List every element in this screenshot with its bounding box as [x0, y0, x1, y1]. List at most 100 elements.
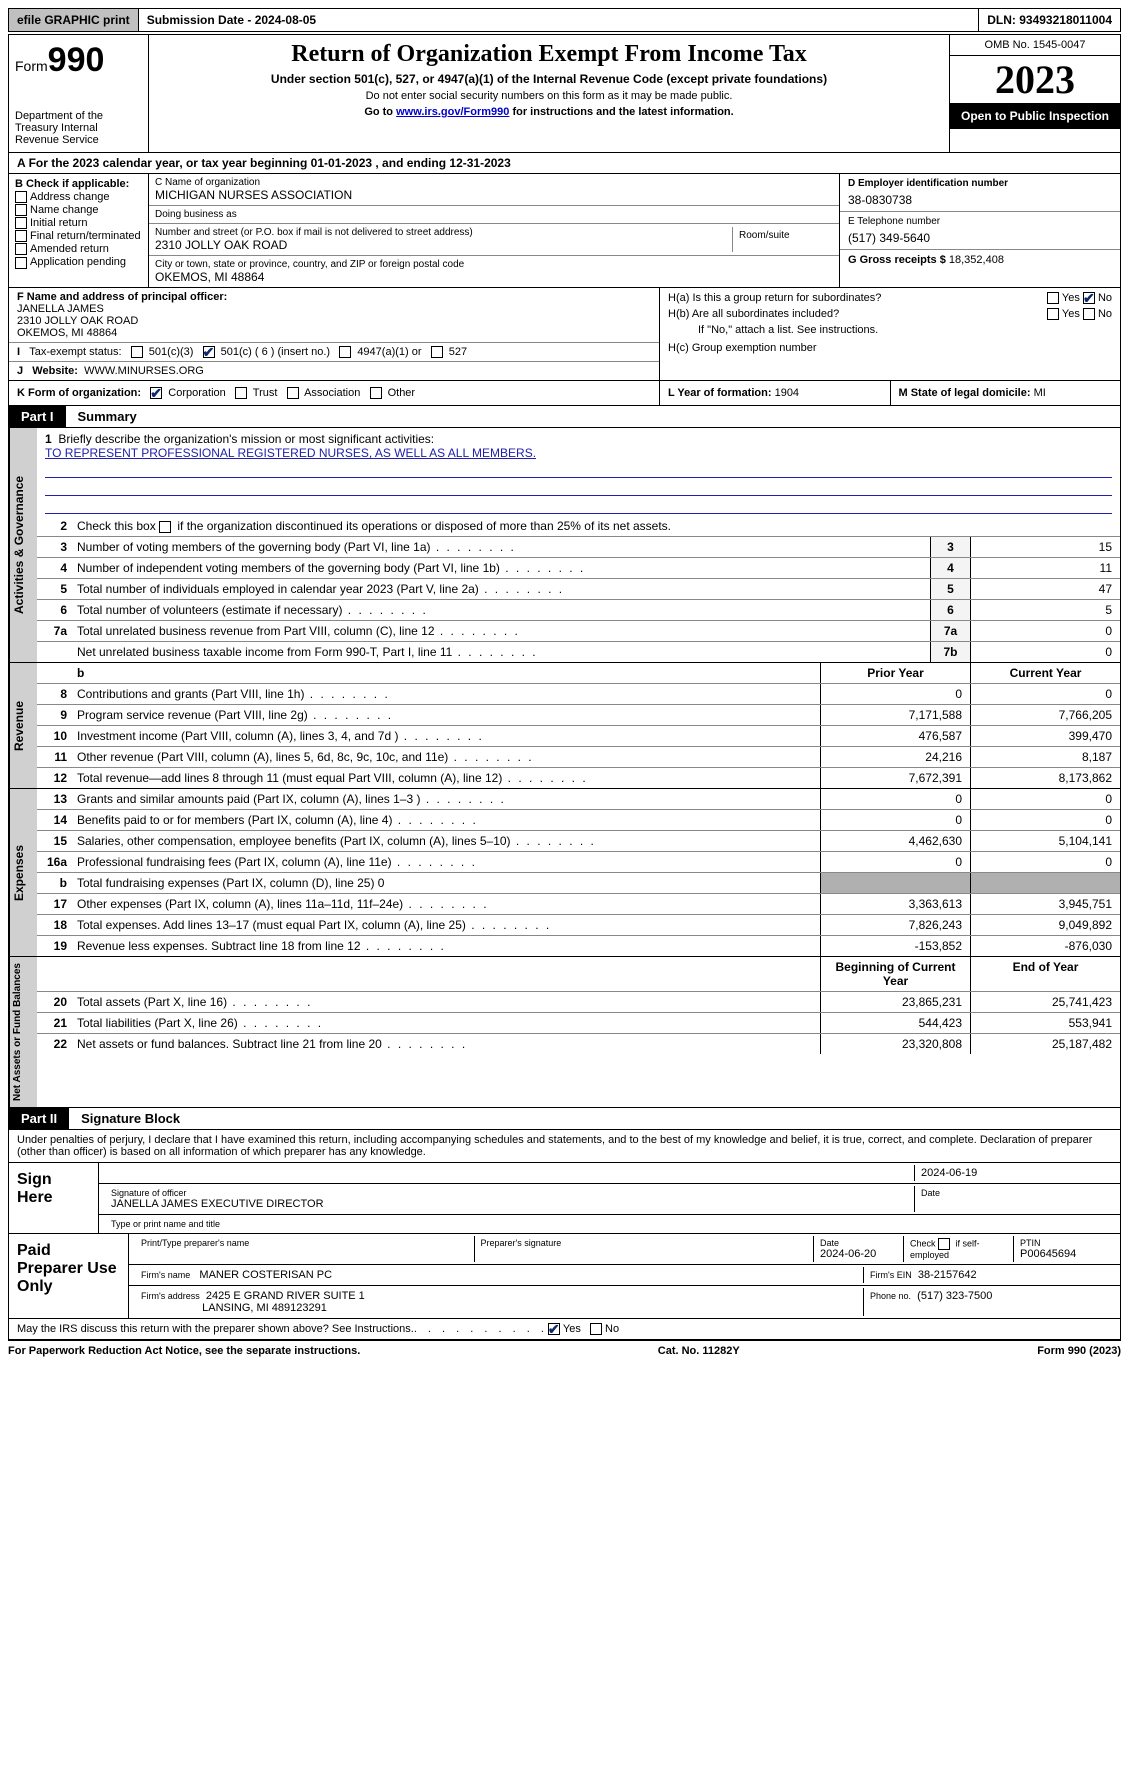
hb-yes[interactable] — [1047, 308, 1059, 320]
section-a-taxyear: A For the 2023 calendar year, or tax yea… — [8, 153, 1121, 174]
revenue-header-row: b Prior Year Current Year — [37, 663, 1120, 684]
netasset-line: 22Net assets or fund balances. Subtract … — [37, 1034, 1120, 1054]
ssn-warning: Do not enter social security numbers on … — [159, 90, 939, 102]
subordinates-q: H(b) Are all subordinates included? Yes … — [668, 308, 1112, 320]
part1-header: Part I Summary — [8, 406, 1121, 428]
activities-governance: Activities & Governance 1 Briefly descri… — [8, 428, 1121, 663]
chk-name-change[interactable]: Name change — [15, 204, 142, 216]
chk-other[interactable] — [370, 387, 382, 399]
vlabel-rev: Revenue — [9, 663, 37, 788]
expense-line: 14Benefits paid to or for members (Part … — [37, 810, 1120, 831]
expense-line: 17Other expenses (Part IX, column (A), l… — [37, 894, 1120, 915]
form-header: Form990 Department of the Treasury Inter… — [8, 34, 1121, 153]
dba-cell: Doing business as — [149, 206, 839, 224]
gov-line: 6Total number of volunteers (estimate if… — [37, 600, 1120, 621]
page-footer: For Paperwork Reduction Act Notice, see … — [8, 1341, 1121, 1361]
form-number: Form990 — [15, 41, 142, 80]
expenses-section: Expenses 13Grants and similar amounts pa… — [8, 789, 1121, 957]
chk-501c[interactable] — [203, 346, 215, 358]
expense-line: 18Total expenses. Add lines 13–17 (must … — [37, 915, 1120, 936]
efile-button[interactable]: efile GRAPHIC print — [9, 9, 139, 31]
expense-line: bTotal fundraising expenses (Part IX, co… — [37, 873, 1120, 894]
org-info-block: B Check if applicable: Address change Na… — [8, 174, 1121, 288]
perjury-statement: Under penalties of perjury, I declare th… — [9, 1130, 1120, 1163]
revenue-line: 10Investment income (Part VIII, column (… — [37, 726, 1120, 747]
netasset-line: 21Total liabilities (Part X, line 26)544… — [37, 1013, 1120, 1034]
discuss-row: May the IRS discuss this return with the… — [9, 1319, 1120, 1340]
sign-here-label: Sign Here — [9, 1163, 99, 1233]
discuss-no[interactable] — [590, 1323, 602, 1335]
netassets-section: Net Assets or Fund Balances Beginning of… — [8, 957, 1121, 1108]
subordinates-note: If "No," attach a list. See instructions… — [698, 324, 1112, 336]
line-2: 2Check this box if the organization disc… — [37, 516, 1120, 537]
year-formation: L Year of formation: 1904 — [660, 381, 891, 405]
chk-address-change[interactable]: Address change — [15, 191, 142, 203]
chk-assoc[interactable] — [287, 387, 299, 399]
sig-date: 2024-06-19 — [914, 1165, 1114, 1181]
ha-yes[interactable] — [1047, 292, 1059, 304]
gov-line: 5Total number of individuals employed in… — [37, 579, 1120, 600]
revenue-section: Revenue b Prior Year Current Year 8Contr… — [8, 663, 1121, 789]
instructions-link-line: Go to www.irs.gov/Form990 for instructio… — [159, 106, 939, 118]
city-cell: City or town, state or province, country… — [149, 256, 839, 287]
gov-line: 3Number of voting members of the governi… — [37, 537, 1120, 558]
officer-sig-line: Signature of officer JANELLA JAMES EXECU… — [105, 1186, 914, 1212]
part2-header: Part II Signature Block — [8, 1108, 1121, 1130]
mission-block: 1 Briefly describe the organization's mi… — [37, 428, 1120, 514]
chk-trust[interactable] — [235, 387, 247, 399]
expense-line: 15Salaries, other compensation, employee… — [37, 831, 1120, 852]
street-cell: Number and street (or P.O. box if mail i… — [149, 224, 839, 256]
form-subtitle: Under section 501(c), 527, or 4947(a)(1)… — [159, 72, 939, 86]
form-title: Return of Organization Exempt From Incom… — [159, 41, 939, 68]
state-domicile: M State of legal domicile: MI — [891, 381, 1121, 405]
chk-discontinued[interactable] — [159, 521, 171, 533]
expense-line: 13Grants and similar amounts paid (Part … — [37, 789, 1120, 810]
vlabel-gov: Activities & Governance — [9, 428, 37, 662]
revenue-line: 9Program service revenue (Part VIII, lin… — [37, 705, 1120, 726]
chk-amended[interactable]: Amended return — [15, 243, 142, 255]
officer-group-block: F Name and address of principal officer:… — [8, 288, 1121, 381]
submission-date: Submission Date - 2024-08-05 — [139, 9, 979, 31]
expense-line: 16aProfessional fundraising fees (Part I… — [37, 852, 1120, 873]
gov-line: 7aTotal unrelated business revenue from … — [37, 621, 1120, 642]
expense-line: 19Revenue less expenses. Subtract line 1… — [37, 936, 1120, 956]
chk-initial-return[interactable]: Initial return — [15, 217, 142, 229]
group-return-q: H(a) Is this a group return for subordin… — [668, 292, 1112, 304]
tax-year: 2023 — [950, 56, 1120, 103]
hb-no[interactable] — [1083, 308, 1095, 320]
vlabel-exp: Expenses — [9, 789, 37, 956]
chk-final-return[interactable]: Final return/terminated — [15, 230, 142, 242]
chk-501c3[interactable] — [131, 346, 143, 358]
signature-block: Under penalties of perjury, I declare th… — [8, 1130, 1121, 1341]
chk-4947[interactable] — [339, 346, 351, 358]
group-exemption: H(c) Group exemption number — [668, 342, 1112, 354]
discuss-yes[interactable] — [548, 1323, 560, 1335]
dln: DLN: 93493218011004 — [978, 9, 1120, 31]
paid-preparer-label: Paid Preparer Use Only — [9, 1234, 129, 1318]
netassets-header-row: Beginning of Current Year End of Year — [37, 957, 1120, 992]
tax-exempt-status: I Tax-exempt status: 501(c)(3) 501(c) ( … — [9, 343, 659, 362]
chk-corp[interactable] — [150, 387, 162, 399]
irs-link[interactable]: www.irs.gov/Form990 — [396, 106, 509, 118]
chk-527[interactable] — [431, 346, 443, 358]
vlabel-net: Net Assets or Fund Balances — [9, 957, 37, 1107]
gov-line: 4Number of independent voting members of… — [37, 558, 1120, 579]
revenue-line: 11Other revenue (Part VIII, column (A), … — [37, 747, 1120, 768]
omb-number: OMB No. 1545-0047 — [950, 35, 1120, 56]
org-name-cell: C Name of organization MICHIGAN NURSES A… — [149, 174, 839, 206]
ein-cell: D Employer identification number 38-0830… — [840, 174, 1120, 212]
form-org-row: K Form of organization: Corporation Trus… — [8, 381, 1121, 406]
chk-app-pending[interactable]: Application pending — [15, 256, 142, 268]
gross-receipts-cell: G Gross receipts $ 18,352,408 — [840, 250, 1120, 270]
revenue-line: 8Contributions and grants (Part VIII, li… — [37, 684, 1120, 705]
revenue-line: 12Total revenue—add lines 8 through 11 (… — [37, 768, 1120, 788]
gov-line: Net unrelated business taxable income fr… — [37, 642, 1120, 662]
chk-self-employed[interactable] — [938, 1238, 950, 1250]
ha-no[interactable] — [1083, 292, 1095, 304]
section-b-label: B Check if applicable: — [15, 178, 142, 190]
officer-info: F Name and address of principal officer:… — [9, 288, 659, 343]
open-to-public: Open to Public Inspection — [950, 103, 1120, 129]
phone-cell: E Telephone number (517) 349-5640 — [840, 212, 1120, 250]
netasset-line: 20Total assets (Part X, line 16)23,865,2… — [37, 992, 1120, 1013]
website-row: J Website: WWW.MINURSES.ORG — [9, 362, 659, 380]
